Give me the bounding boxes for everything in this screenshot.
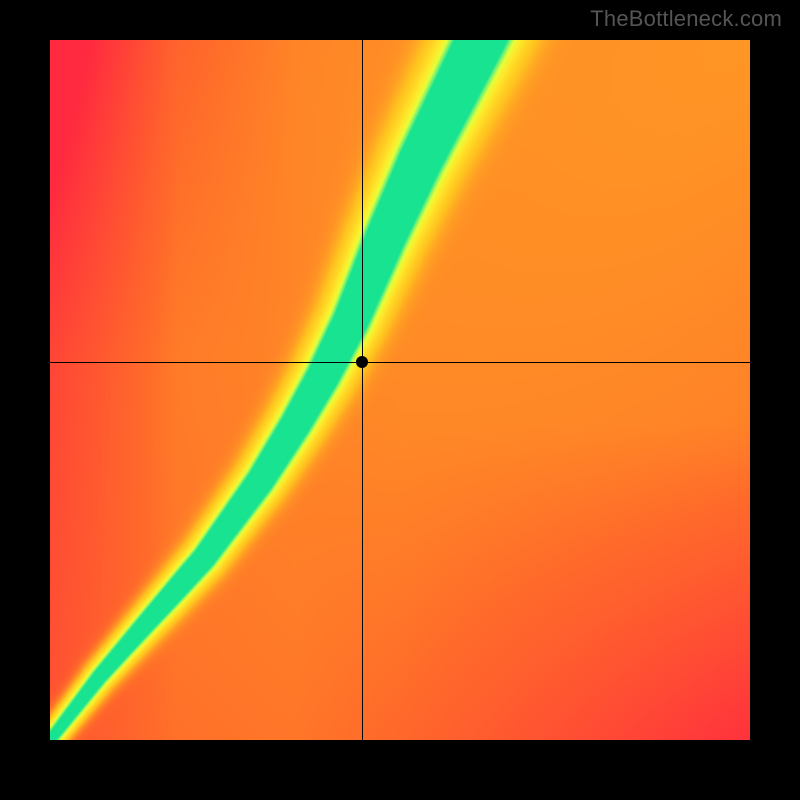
chart-container: TheBottleneck.com (0, 0, 800, 800)
heatmap-canvas (50, 40, 750, 740)
watermark-text: TheBottleneck.com (590, 6, 782, 32)
selected-point (356, 356, 368, 368)
crosshair-horizontal (50, 362, 750, 363)
crosshair-vertical (362, 40, 363, 740)
